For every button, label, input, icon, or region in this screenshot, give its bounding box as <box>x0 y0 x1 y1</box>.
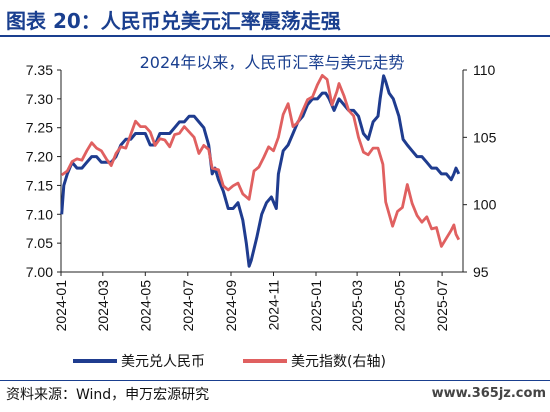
chart-lines <box>60 74 461 268</box>
x-tick-label: 2024-11 <box>265 280 281 331</box>
right-tick-label: 105 <box>473 129 497 145</box>
right-tick-label: 110 <box>473 62 496 78</box>
figure-title: 图表 20：人民币兑美元汇率震荡走强 <box>6 9 341 33</box>
figure-header: 图表 20：人民币兑美元汇率震荡走强 <box>0 0 550 38</box>
dxy-line <box>60 74 461 248</box>
x-tick-label: 2024-05 <box>137 280 153 332</box>
legend-label: 美元指数(右轴) <box>291 354 386 370</box>
legend-label: 美元兑人民币 <box>121 354 205 370</box>
chart-legend: 美元兑人民币 美元指数(右轴) <box>73 354 386 370</box>
left-tick-label: 7.30 <box>26 91 53 107</box>
left-tick-label: 7.10 <box>26 206 53 222</box>
header-divider <box>0 35 550 37</box>
chart-axes: 7.00 7.05 7.10 7.15 7.20 7.25 7.30 7.35 95 100 105… <box>26 62 497 331</box>
left-tick-label: 7.15 <box>26 177 53 193</box>
x-tick-label: 2024-03 <box>95 280 111 332</box>
x-tick-label: 2024-09 <box>223 280 239 332</box>
x-tick-label: 2025-07 <box>434 280 450 332</box>
left-tick-label: 7.35 <box>26 62 53 78</box>
x-tick-label: 2024-07 <box>180 280 196 332</box>
exchange-rate-chart: 2024年以来，人民币汇率与美元走势 7.007.057.107.157.207… <box>26 53 497 370</box>
watermark: www.365jz.com <box>431 386 546 401</box>
source-note: 资料来源：Wind，申万宏源研究 <box>6 387 210 403</box>
usdcny-line <box>60 74 461 268</box>
left-tick-label: 7.20 <box>26 149 53 165</box>
footer-divider <box>0 380 550 381</box>
left-tick-label: 7.05 <box>26 235 53 251</box>
x-tick-label: 2025-03 <box>349 280 365 332</box>
x-tick-label: 2025-05 <box>392 280 408 332</box>
left-tick-label: 7.00 <box>26 264 53 280</box>
x-tick-label: 2024-01 <box>53 280 69 332</box>
right-tick-label: 95 <box>473 264 489 280</box>
x-tick-label: 2025-01 <box>308 280 324 332</box>
chart-title: 2024年以来，人民币汇率与美元走势 <box>140 53 405 72</box>
right-tick-label: 100 <box>473 197 497 213</box>
left-tick-label: 7.25 <box>26 120 53 136</box>
